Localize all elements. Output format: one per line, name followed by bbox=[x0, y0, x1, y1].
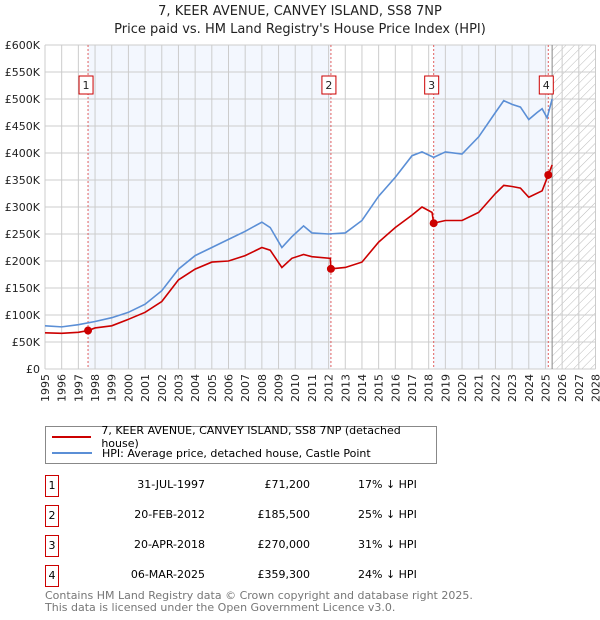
x-tick-label: 2002 bbox=[156, 374, 169, 402]
y-tick-label: £600K bbox=[5, 39, 41, 52]
x-tick-label: 2013 bbox=[339, 374, 352, 402]
x-tick-label: 2011 bbox=[306, 374, 319, 402]
sale-label: 4 bbox=[543, 79, 550, 92]
x-tick-label: 1998 bbox=[89, 374, 102, 402]
sale-label-box bbox=[424, 75, 440, 95]
x-tick-label: 2018 bbox=[423, 374, 436, 402]
y-tick-label: £400K bbox=[5, 147, 41, 160]
sale-marker-badge: 2 bbox=[45, 505, 59, 527]
sale-marker-badge: 3 bbox=[45, 535, 59, 557]
hpi-line bbox=[44, 98, 553, 328]
table-row: 1 31-JUL-1997 £71,200 17% ↓ HPI bbox=[45, 475, 445, 497]
sale-label: 2 bbox=[325, 79, 332, 92]
x-tick-label: 2005 bbox=[206, 374, 219, 402]
sale-date: 20-APR-2018 bbox=[133, 538, 205, 551]
sale-price: £359,300 bbox=[257, 568, 311, 581]
x-tick-label: 2021 bbox=[473, 374, 486, 402]
price-chart: 1995 1996 1997 1998 1999 2000 2001 2002 2003 2004… bbox=[5, 39, 600, 402]
sale-point bbox=[429, 219, 438, 228]
sale-price: £185,500 bbox=[257, 508, 311, 521]
sale-label-box bbox=[538, 75, 554, 95]
table-row: 2 20-FEB-2012 £185,500 25% ↓ HPI bbox=[45, 505, 445, 527]
x-tick-label: 1999 bbox=[106, 374, 119, 402]
x-tick-label: 2001 bbox=[139, 374, 152, 402]
legend-item-property: 7, KEER AVENUE, CANVEY ISLAND, SS8 7NP (… bbox=[52, 424, 436, 450]
sale-point bbox=[326, 264, 335, 273]
sale-marker-badge: 4 bbox=[45, 565, 59, 587]
hpi-diff: 25% ↓ HPI bbox=[358, 508, 417, 521]
x-tick-label: 2026 bbox=[556, 374, 569, 402]
table-row: 4 06-MAR-2025 £359,300 24% ↓ HPI bbox=[45, 565, 445, 587]
x-tick-label: 2024 bbox=[523, 374, 536, 402]
x-tick-label: 2017 bbox=[406, 374, 419, 402]
hpi-diff: 31% ↓ HPI bbox=[358, 538, 417, 551]
x-tick-label: 2022 bbox=[489, 374, 502, 402]
x-tick-label: 2028 bbox=[590, 374, 600, 402]
y-tick-label: £100K bbox=[5, 309, 41, 322]
sale-point bbox=[544, 170, 553, 179]
sale-price: £270,000 bbox=[257, 538, 311, 551]
y-tick-label: £500K bbox=[5, 93, 41, 106]
property-price-line bbox=[44, 164, 553, 335]
y-tick-label: £450K bbox=[5, 120, 41, 133]
x-tick-label: 2014 bbox=[356, 374, 369, 402]
sale-date: 06-MAR-2025 bbox=[130, 568, 205, 581]
sale-marker-badge: 1 bbox=[45, 475, 59, 497]
x-tick-label: 2010 bbox=[289, 374, 302, 402]
y-tick-label: £350K bbox=[5, 174, 41, 187]
sale-label: 3 bbox=[428, 79, 435, 92]
chart-subtitle: Price paid vs. HM Land Registry's House … bbox=[114, 22, 486, 37]
sale-point bbox=[84, 326, 93, 335]
x-tick-label: 2025 bbox=[539, 374, 552, 402]
x-tick-label: 2000 bbox=[122, 374, 135, 402]
x-tick-label: 1996 bbox=[56, 374, 69, 402]
hpi-diff: 17% ↓ HPI bbox=[358, 478, 417, 491]
sale-date: 20-FEB-2012 bbox=[134, 508, 205, 521]
chart-title: 7, KEER AVENUE, CANVEY ISLAND, SS8 7NP bbox=[158, 4, 442, 19]
y-tick-label: £150K bbox=[5, 282, 41, 295]
footer-copyright: Contains HM Land Registry data © Crown c… bbox=[45, 589, 473, 602]
y-tick-label: £200K bbox=[5, 255, 41, 268]
x-tick-label: 1997 bbox=[72, 374, 85, 402]
hpi-diff: 24% ↓ HPI bbox=[358, 568, 417, 581]
x-tick-label: 2008 bbox=[256, 374, 269, 402]
x-tick-label: 2004 bbox=[189, 374, 202, 402]
x-tick-label: 2006 bbox=[223, 374, 236, 402]
sale-label: 1 bbox=[83, 79, 90, 92]
sale-label-box bbox=[78, 75, 94, 95]
x-tick-label: 2020 bbox=[456, 374, 469, 402]
y-tick-label: £250K bbox=[5, 228, 41, 241]
sale-date: 31-JUL-1997 bbox=[137, 478, 205, 491]
legend-label: HPI: Average price, detached house, Cast… bbox=[102, 446, 371, 460]
legend-item-hpi: HPI: Average price, detached house, Cast… bbox=[52, 445, 371, 461]
x-tick-label: 2027 bbox=[573, 374, 586, 402]
table-row: 3 20-APR-2018 £270,000 31% ↓ HPI bbox=[45, 535, 445, 557]
x-tick-label: 2003 bbox=[172, 374, 185, 402]
y-tick-label: £0 bbox=[26, 363, 40, 376]
x-tick-label: 1995 bbox=[39, 374, 52, 402]
y-tick-label: £550K bbox=[5, 66, 41, 79]
x-tick-label: 2012 bbox=[323, 374, 336, 402]
x-tick-label: 2009 bbox=[273, 374, 286, 402]
sale-label-box bbox=[321, 75, 337, 95]
sale-price: £71,200 bbox=[264, 478, 311, 491]
footer-licence: This data is licensed under the Open Gov… bbox=[45, 601, 396, 614]
y-tick-label: £300K bbox=[5, 201, 41, 214]
x-tick-label: 2007 bbox=[239, 374, 252, 402]
x-tick-label: 2016 bbox=[389, 374, 402, 402]
legend: 7, KEER AVENUE, CANVEY ISLAND, SS8 7NP (… bbox=[45, 424, 437, 464]
x-tick-label: 2019 bbox=[439, 374, 452, 402]
y-tick-label: £50K bbox=[12, 336, 41, 349]
x-tick-label: 2023 bbox=[506, 374, 519, 402]
legend-label: 7, KEER AVENUE, CANVEY ISLAND, SS8 7NP (… bbox=[101, 424, 401, 450]
x-tick-label: 2015 bbox=[373, 374, 386, 402]
